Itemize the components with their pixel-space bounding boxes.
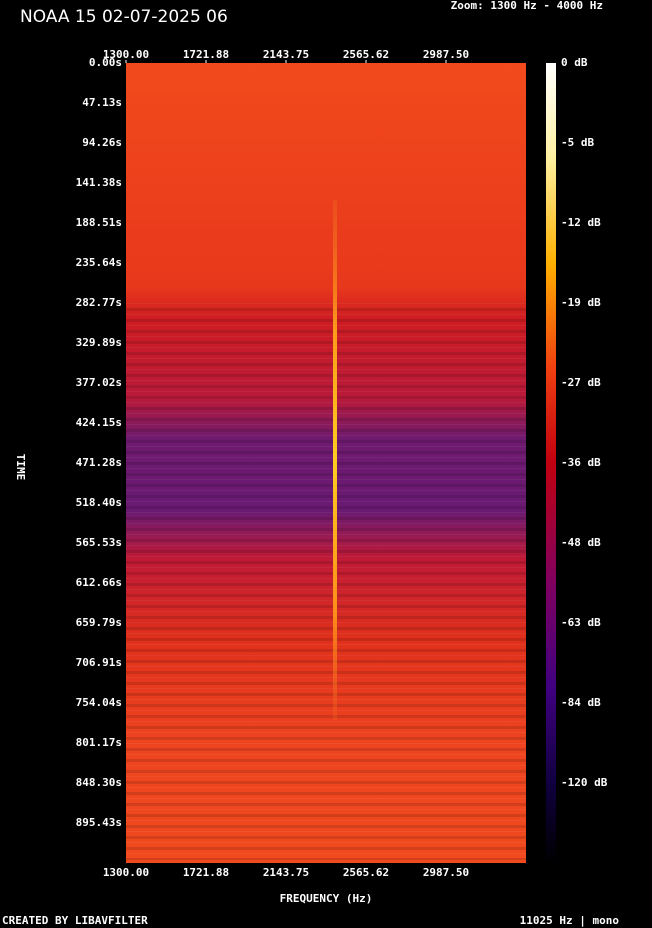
y-tick-label: 848.30s	[76, 776, 122, 789]
x-tick-label: 2143.75	[263, 866, 309, 879]
x-tick-label-top: 1300.00	[103, 48, 149, 61]
spectrogram	[126, 63, 526, 863]
colorbar	[546, 63, 556, 863]
y-tick-label: 47.13s	[82, 96, 122, 109]
y-tick-label: 518.40s	[76, 496, 122, 509]
x-tick-label: 2565.62	[343, 866, 389, 879]
colorbar-tick-label: -48 dB	[561, 536, 601, 549]
y-tick-label: 565.53s	[76, 536, 122, 549]
y-tick-label: 754.04s	[76, 696, 122, 709]
colorbar-tick-label: 0 dB	[561, 56, 588, 69]
y-tick-label: 659.79s	[76, 616, 122, 629]
x-tick-label-top: 2987.50	[423, 48, 469, 61]
y-tick-label: 801.17s	[76, 736, 122, 749]
x-axis-label: FREQUENCY (Hz)	[280, 892, 373, 905]
x-tick-label: 1721.88	[183, 866, 229, 879]
chart-title: NOAA 15 02-07-2025 06	[20, 7, 228, 27]
y-tick-label: 0.00s	[89, 56, 122, 69]
colorbar-tick-label: -19 dB	[561, 296, 601, 309]
y-tick-label: 612.66s	[76, 576, 122, 589]
x-tick-label: 1300.00	[103, 866, 149, 879]
colorbar-tick-label: -12 dB	[561, 216, 601, 229]
x-tick-label: 2987.50	[423, 866, 469, 879]
colorbar-tick-label: -27 dB	[561, 376, 601, 389]
footer-left: CREATED BY LIBAVFILTER	[2, 914, 148, 927]
y-tick-label: 424.15s	[76, 416, 122, 429]
colorbar-tick-label: -63 dB	[561, 616, 601, 629]
y-tick-label: 377.02s	[76, 376, 122, 389]
y-tick-label: 282.77s	[76, 296, 122, 309]
x-tick-label-top: 2143.75	[263, 48, 309, 61]
colorbar-tick-label: -84 dB	[561, 696, 601, 709]
y-tick-label: 471.28s	[76, 456, 122, 469]
y-tick-label: 329.89s	[76, 336, 122, 349]
y-tick-label: 94.26s	[82, 136, 122, 149]
x-tick-label-top: 1721.88	[183, 48, 229, 61]
footer-right: 11025 Hz | mono	[520, 914, 620, 927]
y-tick-label: 188.51s	[76, 216, 122, 229]
y-tick-label: 235.64s	[76, 256, 122, 269]
x-tick-label-top: 2565.62	[343, 48, 389, 61]
colorbar-tick-label: -120 dB	[561, 776, 608, 789]
y-tick-label: 141.38s	[76, 176, 122, 189]
y-tick-label: 706.91s	[76, 656, 122, 669]
y-tick-label: 895.43s	[76, 816, 122, 829]
colorbar-tick-label: -36 dB	[561, 456, 601, 469]
colorbar-tick-label: -5 dB	[561, 136, 594, 149]
y-axis-label: TIME	[14, 454, 27, 481]
zoom-label: Zoom: 1300 Hz - 4000 Hz	[451, 0, 603, 12]
